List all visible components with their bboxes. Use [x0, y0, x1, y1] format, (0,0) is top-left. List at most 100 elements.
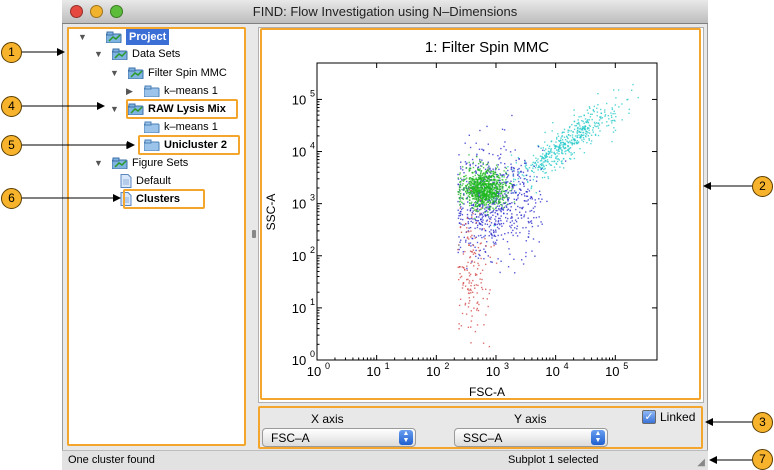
scatter-point: [562, 142, 565, 144]
scatter-point: [586, 121, 588, 123]
collapse-triangle-icon[interactable]: ▶: [126, 86, 133, 96]
scatter-point: [477, 181, 479, 183]
scatter-point: [491, 193, 494, 195]
scatter-point: [469, 163, 471, 166]
scatter-point: [487, 197, 490, 200]
scatter-point: [572, 142, 574, 144]
scatter-point: [590, 142, 592, 145]
scatter-point: [604, 111, 606, 113]
expand-triangle-icon[interactable]: ▼: [94, 49, 103, 59]
scatter-point: [495, 229, 497, 231]
plot-panel[interactable]: 1: Filter Spin MMC 10 0 10 1 10 2 10 3 10 4 10 5 10 0…: [258, 27, 704, 403]
scatter-point: [541, 177, 544, 179]
scatter-point: [508, 202, 511, 205]
scatter-point: [479, 204, 482, 206]
scatter-point: [457, 266, 459, 268]
tree-item-kmeans-1[interactable]: k–means 1: [126, 119, 218, 135]
scatter-point: [496, 183, 498, 185]
scatter-point: [567, 148, 569, 151]
project-tree[interactable]: ▼ Project ▼ Data Sets ▼ Filter Spin MMC …: [67, 27, 245, 445]
scatter-point: [458, 278, 460, 281]
expand-triangle-icon[interactable]: ▼: [94, 158, 103, 168]
status-right-text: Subplot 1 selected: [508, 454, 599, 466]
tree-item-unicluster-2[interactable]: ▶ Unicluster 2: [126, 137, 227, 153]
tree-item-raw-lysis-mix[interactable]: ▼ RAW Lysis Mix: [110, 101, 226, 117]
scatter-point: [470, 251, 473, 253]
scatter-point: [468, 244, 470, 246]
scatter-point: [533, 211, 535, 213]
scatter-point: [481, 174, 484, 177]
scatter-point: [472, 176, 474, 178]
scatter-point: [526, 179, 528, 181]
scatter-point: [493, 231, 495, 234]
y-tick-exponent: 0: [310, 349, 315, 359]
zoom-button[interactable]: [110, 5, 123, 18]
x-axis-select[interactable]: FSC–A ▲ ▼: [262, 428, 416, 447]
tree-item-project[interactable]: ▼ Project: [78, 29, 170, 45]
scatter-point: [590, 140, 593, 142]
scatter-point: [460, 212, 462, 215]
scatter-point: [485, 170, 488, 172]
scatter-point: [488, 206, 490, 208]
tree-item-default[interactable]: Default: [120, 173, 171, 189]
scatter-point: [579, 125, 581, 127]
scatter-point: [470, 282, 473, 284]
scatter-point: [490, 183, 493, 185]
scatter-point: [530, 196, 532, 198]
scatter-point: [481, 200, 483, 202]
scatter-point: [463, 179, 466, 181]
y-axis-select[interactable]: SSC–A ▲ ▼: [454, 428, 608, 447]
tree-item-filter-spin-mmc[interactable]: ▼ Filter Spin MMC: [110, 65, 227, 81]
scatter-point: [621, 119, 623, 121]
scatter-point: [501, 197, 504, 199]
scatter-point: [471, 183, 473, 185]
scatter-point: [484, 250, 486, 253]
scatter-point: [506, 213, 508, 215]
tree-item-data-sets[interactable]: ▼ Data Sets: [94, 46, 180, 62]
scatter-plot[interactable]: 1: Filter Spin MMC 10 0 10 1 10 2 10 3 10 4 10 510 0…: [259, 28, 703, 402]
x-tick-exponent: 5: [623, 361, 628, 371]
tree-item-figure-sets[interactable]: ▼ Figure Sets: [94, 155, 188, 171]
scatter-point: [515, 159, 517, 162]
scatter-point: [557, 158, 560, 160]
scatter-point: [500, 234, 503, 236]
scatter-point: [492, 202, 494, 204]
scatter-point: [473, 180, 475, 183]
scatter-point: [569, 147, 571, 150]
scatter-point: [530, 187, 532, 190]
expand-triangle-icon[interactable]: ▼: [78, 32, 87, 42]
scatter-point: [577, 119, 579, 121]
scatter-point: [473, 195, 475, 197]
scatter-point: [588, 138, 590, 140]
scatter-point: [532, 167, 534, 169]
close-button[interactable]: [70, 5, 83, 18]
tree-item-kmeans-1[interactable]: ▶ k–means 1: [126, 83, 218, 99]
scatter-point: [473, 307, 475, 309]
splitter-handle[interactable]: [252, 230, 256, 238]
minimize-button[interactable]: [90, 5, 103, 18]
scatter-point: [483, 228, 485, 230]
linked-checkbox[interactable]: ✓: [642, 410, 656, 424]
scatter-point: [519, 188, 522, 191]
scatter-point: [498, 207, 500, 210]
expand-triangle-icon[interactable]: ▼: [110, 104, 119, 114]
expand-triangle-icon[interactable]: ▼: [110, 68, 119, 78]
scatter-point: [505, 216, 507, 219]
scatter-point: [528, 190, 531, 192]
scatter-point: [490, 194, 493, 197]
scatter-point: [535, 216, 538, 219]
scatter-point: [474, 213, 477, 215]
scatter-point: [571, 139, 573, 141]
scatter-point: [604, 114, 607, 116]
scatter-point: [562, 152, 564, 155]
scatter-point: [548, 145, 551, 147]
scatter-point: [485, 188, 487, 190]
scatter-point: [477, 309, 480, 312]
tree-item-label: Figure Sets: [132, 157, 189, 169]
scatter-point: [506, 197, 509, 199]
scatter-point: [481, 286, 483, 289]
scatter-point: [541, 223, 543, 225]
scatter-point: [477, 191, 479, 194]
scatter-point: [507, 174, 510, 176]
resize-grip-icon[interactable]: ◢: [697, 457, 705, 468]
